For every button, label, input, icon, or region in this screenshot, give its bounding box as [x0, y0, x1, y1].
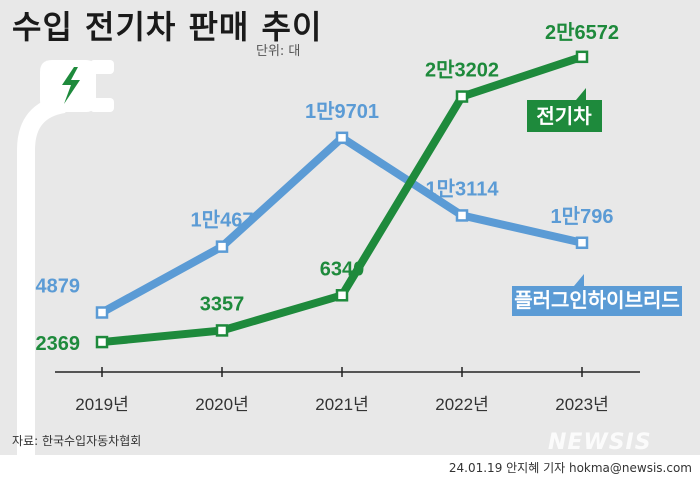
- data-point-marker: [215, 240, 229, 253]
- x-axis: 2019년 2020년 2021년 2022년 2023년: [55, 367, 640, 414]
- data-point-marker: [335, 131, 349, 145]
- data-point-marker: [95, 306, 109, 319]
- x-tick-label: 2020년: [195, 395, 248, 414]
- source-note: 자료: 한국수입자동차협회: [12, 434, 142, 448]
- data-label: 2369: [36, 333, 81, 355]
- footer-bar: 24.01.19 안지혜 기자 hokma@newsis.com: [0, 455, 700, 478]
- data-label: 3357: [200, 293, 245, 315]
- data-point-marker: [455, 209, 469, 222]
- series-line: [100, 132, 583, 317]
- legend-callout-phev: [512, 274, 682, 316]
- newsis-logo: NEWSIS: [548, 430, 652, 455]
- x-tick-label: 2022년: [435, 395, 488, 414]
- data-point-marker: [575, 50, 589, 64]
- data-label: 1만3114: [426, 177, 500, 200]
- data-point-marker: [215, 324, 229, 337]
- legend-label-phev: 플러그인하이브리드: [514, 289, 680, 312]
- legend-callout-ev: [527, 88, 602, 132]
- chart-title: 수입 전기차 판매 추이: [12, 8, 323, 46]
- x-tick-label: 2021년: [315, 395, 368, 414]
- data-point-marker: [335, 289, 349, 302]
- x-tick-label: 2019년: [75, 395, 128, 414]
- plug-illustration: [17, 60, 114, 455]
- x-tick-label: 2023년: [555, 395, 608, 414]
- unit-label: 단위: 대: [256, 44, 301, 59]
- byline: 24.01.19 안지혜 기자 hokma@newsis.com: [448, 461, 692, 475]
- data-point-marker: [575, 236, 589, 250]
- data-label: 2만6572: [545, 21, 619, 44]
- data-label: 1만467: [191, 209, 254, 232]
- legend-label-ev: 전기차: [536, 105, 592, 128]
- data-label: 6340: [320, 258, 365, 280]
- series-layer: [95, 50, 589, 349]
- data-label: 1만796: [551, 205, 614, 228]
- data-point-marker: [95, 335, 109, 349]
- data-label: 4879: [36, 275, 81, 297]
- data-label: 1만9701: [305, 100, 379, 123]
- data-labels: 2369 3357 6340 2만3202 2만6572 4879 1만467 1만9701 1…: [36, 21, 620, 355]
- data-point-marker: [455, 90, 469, 103]
- data-label: 2만3202: [425, 59, 499, 82]
